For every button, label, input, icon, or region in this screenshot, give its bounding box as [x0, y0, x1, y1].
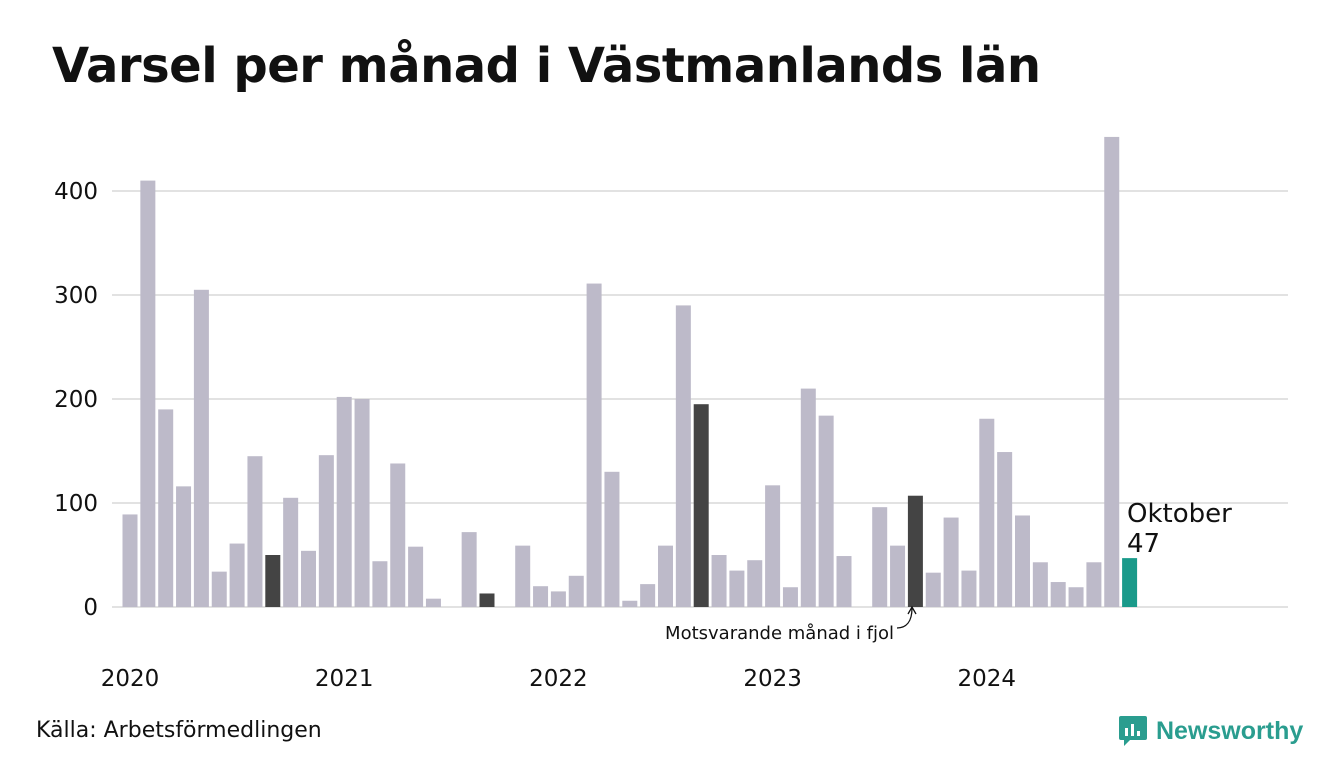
bar — [979, 418, 995, 607]
bar — [836, 556, 852, 607]
x-tick-label: 2022 — [529, 666, 588, 692]
bar — [622, 600, 638, 607]
comparison-annotation: Motsvarande månad i fjol — [665, 605, 917, 644]
bar — [461, 532, 477, 607]
bar — [1104, 136, 1120, 608]
bar-chart: 0 100 200 300 400 2020 2021 2022 2023 2024 Motsv… — [54, 136, 1288, 692]
x-tick-label: 2021 — [315, 666, 374, 692]
bar — [961, 570, 977, 607]
brand-name: Newsworthy — [1156, 716, 1304, 745]
y-tick-label: 400 — [54, 179, 98, 205]
bar — [122, 514, 138, 607]
bar — [533, 586, 549, 607]
y-tick-label: 100 — [54, 491, 98, 517]
bar — [158, 409, 174, 607]
bar — [408, 546, 424, 607]
y-axis-ticks: 0 100 200 300 400 — [54, 179, 98, 621]
y-tick-label: 200 — [54, 387, 98, 413]
bar — [693, 404, 709, 607]
bar — [818, 415, 834, 607]
bar — [1068, 587, 1084, 607]
bar — [211, 571, 227, 607]
annotation-arrowhead — [907, 605, 917, 615]
brand-logo[interactable]: Newsworthy — [1118, 714, 1303, 748]
bar — [1050, 582, 1066, 607]
bar — [943, 517, 959, 607]
annotation-arrow — [896, 607, 913, 629]
bar — [658, 545, 673, 607]
latest-value: 47 — [1127, 529, 1160, 559]
bar — [800, 388, 816, 607]
x-tick-label: 2024 — [958, 666, 1017, 692]
source-note: Källa: Arbetsförmedlingen — [36, 718, 322, 743]
bar — [568, 575, 584, 607]
latest-month-label: Oktober — [1127, 499, 1232, 529]
y-tick-label: 300 — [54, 283, 98, 309]
x-tick-label: 2023 — [743, 666, 802, 692]
bar — [729, 570, 745, 607]
bar — [872, 507, 888, 607]
bar — [907, 495, 923, 607]
bar — [1015, 515, 1030, 607]
bar — [479, 593, 495, 607]
bar — [765, 485, 781, 607]
bar — [925, 572, 941, 607]
newsworthy-logo-icon — [1119, 716, 1147, 746]
y-tick-label: 0 — [83, 595, 98, 621]
bar — [675, 305, 691, 607]
bar — [247, 456, 263, 607]
x-axis-ticks: 2020 2021 2022 2023 2024 — [101, 666, 1016, 692]
bars — [122, 136, 1138, 608]
annotation-label: Motsvarande månad i fjol — [665, 623, 894, 644]
bar — [782, 587, 798, 607]
bar — [283, 497, 299, 607]
bar — [301, 550, 316, 607]
bar — [1032, 562, 1048, 607]
bar — [193, 289, 209, 607]
bar — [711, 555, 727, 607]
bar — [176, 486, 192, 607]
bar — [425, 598, 441, 607]
bar — [890, 545, 906, 607]
bar — [229, 543, 245, 607]
bar — [997, 452, 1013, 607]
chart-title: Varsel per månad i Västmanlands län — [52, 38, 1041, 94]
bar — [372, 561, 388, 607]
bar — [747, 560, 763, 607]
bar — [640, 584, 656, 607]
bar — [515, 545, 531, 607]
bar — [1086, 562, 1102, 607]
bar — [318, 455, 334, 607]
bar — [354, 399, 370, 607]
bar — [604, 471, 620, 607]
bar-latest — [1122, 558, 1138, 607]
x-tick-label: 2020 — [101, 666, 160, 692]
bar — [390, 463, 406, 607]
bar — [586, 283, 602, 607]
bar — [140, 180, 156, 607]
bar — [265, 555, 281, 607]
bar — [336, 396, 352, 607]
latest-value-label: Oktober 47 — [1127, 499, 1232, 559]
bar — [550, 591, 566, 607]
